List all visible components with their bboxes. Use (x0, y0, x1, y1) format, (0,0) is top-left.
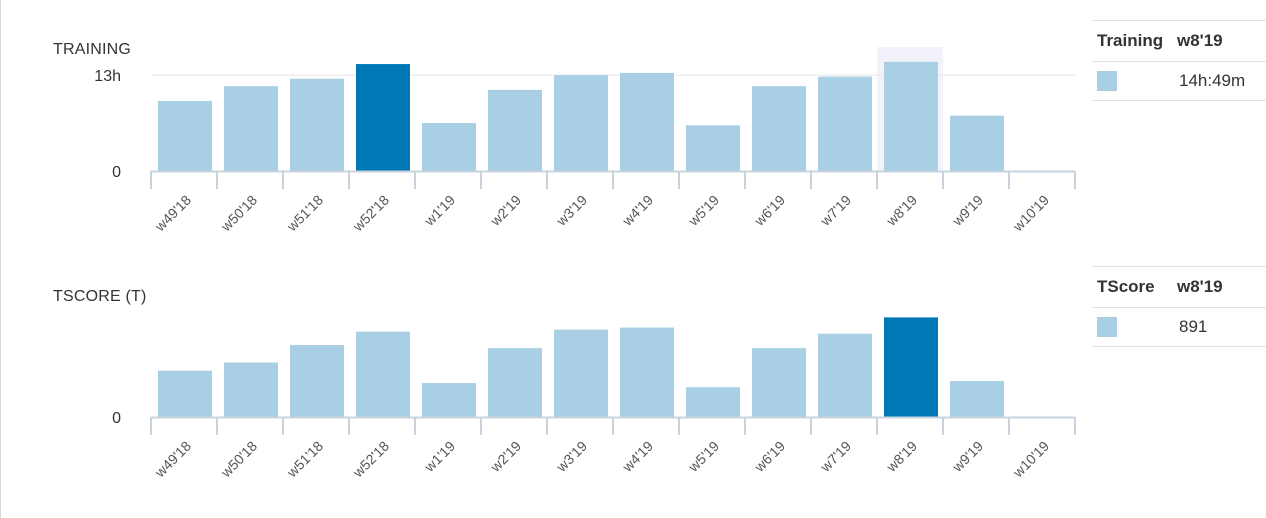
tooltip-series-label: Training (1097, 31, 1164, 50)
tscore-xtick-label: w7'19 (817, 438, 855, 476)
tscore-bar (290, 345, 344, 417)
training-bar (290, 78, 344, 171)
tscore-chart-title: TSCORE (T) (53, 288, 147, 305)
tooltip-row: 891 (1092, 308, 1266, 347)
tscore-bar (884, 317, 938, 417)
training-bar (356, 64, 410, 171)
tscore-xtick-label: w51'18 (283, 438, 326, 481)
tooltip-header: Training w8'19 (1092, 20, 1266, 62)
tscore-xtick-label: w6'19 (751, 438, 789, 476)
training-bar (422, 123, 476, 171)
tscore-bar (488, 348, 542, 417)
tscore-xtick-label: w3'19 (553, 438, 591, 476)
tooltip-row: 14h:49m (1092, 62, 1266, 101)
tscore-xtick-label: w5'19 (685, 438, 723, 476)
tscore-bar (620, 327, 674, 417)
tscore-bar (686, 387, 740, 417)
training-bar (488, 89, 542, 171)
tscore-xtick-label: w52'18 (349, 438, 392, 481)
tscore-bar (818, 333, 872, 417)
training-bar (158, 100, 212, 171)
tscore-bar (554, 329, 608, 417)
training-bar (818, 76, 872, 171)
tooltip-value: 14h:49m (1179, 71, 1246, 90)
training-bar (752, 86, 806, 171)
training-bar (554, 75, 608, 171)
tooltip-header: TScore w8'19 (1092, 266, 1266, 308)
tscore-xtick-label: w8'19 (883, 438, 921, 476)
training-bar (620, 72, 674, 171)
tscore-bar (224, 362, 278, 417)
tscore-bar (422, 383, 476, 417)
tscore-ytick-label: 0 (112, 410, 121, 427)
training-bar (950, 115, 1004, 171)
tscore-xtick-label: w50'18 (217, 438, 260, 481)
tscore-bar (752, 348, 806, 417)
training-bar (884, 61, 938, 171)
tscore-bar (158, 370, 212, 417)
tscore-xtick-label: w1'19 (421, 438, 459, 476)
series-swatch (1097, 71, 1117, 91)
tscore-xtick-label: w10'19 (1009, 438, 1052, 481)
tscore-xtick-label: w4'19 (619, 438, 657, 476)
training-ytick-label: 0 (112, 164, 121, 181)
tscore-tooltip: TScore w8'19 891 (1092, 266, 1266, 347)
tscore-xtick-label: w9'19 (949, 438, 987, 476)
training-ytick-label: 13h (94, 68, 121, 85)
tooltip-value: 891 (1179, 317, 1208, 336)
tooltip-series-label: TScore (1097, 277, 1155, 296)
training-tooltip: Training w8'19 14h:49m (1092, 20, 1266, 101)
tscore-xtick-label: w49'18 (151, 438, 194, 481)
tooltip-week: w8'19 (1177, 277, 1223, 296)
tscore-bar (950, 381, 1004, 417)
series-swatch (1097, 317, 1117, 337)
tscore-xtick-label: w2'19 (487, 438, 525, 476)
training-bar (224, 86, 278, 171)
tooltip-week: w8'19 (1177, 31, 1223, 50)
tscore-bar (356, 331, 410, 417)
training-chart-title: TRAINING (53, 41, 132, 58)
training-bar (686, 125, 740, 171)
